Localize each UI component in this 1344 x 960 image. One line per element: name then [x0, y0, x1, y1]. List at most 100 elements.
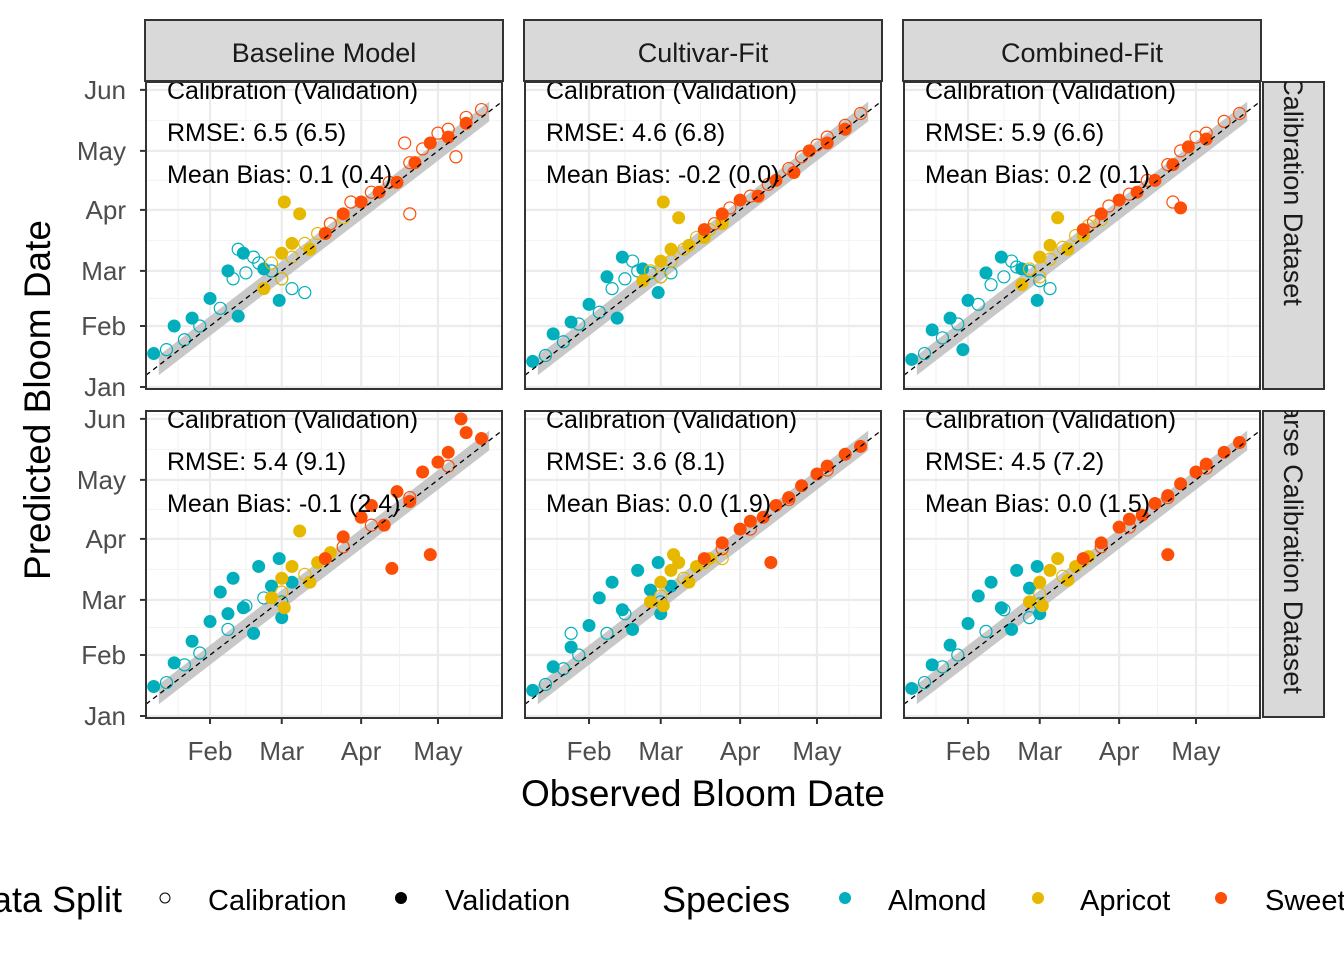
data-point-validation [275, 246, 289, 260]
data-point-validation [1217, 445, 1231, 459]
data-point-validation [293, 207, 307, 221]
panel-annotation: RMSE: 5.9 (6.6) [925, 119, 1104, 147]
y-tick-label: Jan [84, 372, 126, 402]
data-point-validation [643, 595, 657, 609]
data-point-validation [167, 656, 181, 670]
data-point-validation [600, 270, 614, 284]
legend-title-species: Species [662, 879, 790, 920]
data-point-validation [1189, 465, 1203, 479]
one-to-one-line [524, 430, 882, 705]
data-point-validation [1148, 173, 1162, 187]
data-point-validation [1030, 559, 1044, 573]
y-tick-label: Feb [81, 640, 126, 670]
data-point-calibration [1086, 215, 1101, 229]
data-point-validation [1076, 552, 1090, 566]
data-point-validation [943, 638, 957, 652]
panel-annotation: RMSE: 3.6 (8.1) [546, 448, 725, 476]
data-point-validation [564, 640, 578, 654]
data-point-validation [838, 447, 852, 461]
legend-title-data-split: Data Split [0, 879, 122, 920]
data-point-calibration [853, 106, 868, 121]
data-point-validation [372, 185, 386, 199]
panel: Calibration (Validation)RMSE: 4.5 (7.2)M… [903, 406, 1261, 719]
data-point-validation [1122, 512, 1136, 526]
data-point-calibration [1102, 199, 1116, 213]
one-to-one-line [903, 101, 1261, 376]
x-tick-label: Mar [1017, 736, 1062, 766]
data-point-validation [147, 347, 161, 361]
data-point-validation [416, 465, 430, 479]
data-point-validation [1094, 536, 1108, 550]
data-point-calibration [449, 150, 463, 164]
data-point-validation [1022, 581, 1036, 595]
panel-annotation: Mean Bias: 0.0 (1.5) [925, 490, 1150, 518]
data-point-validation [247, 626, 261, 640]
data-point-calibration [159, 675, 174, 690]
data-point-validation [1161, 548, 1175, 562]
data-point-calibration [159, 343, 174, 357]
legend-key-apricot [1032, 892, 1044, 904]
data-point-validation [1094, 207, 1108, 221]
data-point-validation [1135, 508, 1149, 522]
data-point-calibration [193, 319, 207, 333]
data-point-validation [275, 571, 289, 585]
data-point-validation [526, 683, 540, 697]
row-strip-clip: Full Calibration Dataset [1278, 82, 1308, 306]
x-tick-label: Apr [720, 736, 761, 766]
data-point-validation [979, 266, 993, 280]
data-point-calibration [935, 331, 950, 345]
data-point-validation [643, 583, 657, 597]
legend-key-almond [839, 892, 851, 904]
data-point-validation [1010, 563, 1024, 577]
data-point-validation [994, 601, 1008, 615]
data-point-validation [431, 455, 445, 469]
row-strip [1262, 81, 1325, 390]
data-point-validation [610, 311, 624, 325]
data-point-calibration [984, 278, 998, 292]
data-point-validation [615, 250, 629, 264]
data-point-calibration [474, 102, 489, 117]
data-point-validation [1022, 595, 1036, 609]
y-tick-label: Apr [86, 524, 127, 554]
data-point-validation [715, 536, 729, 550]
data-point-calibration [275, 585, 289, 599]
data-point-calibration [643, 264, 658, 278]
data-point-validation [1030, 293, 1044, 307]
data-point-calibration [564, 626, 578, 640]
panel-border [903, 81, 1261, 390]
data-point-validation [203, 615, 217, 629]
panel-annotation: RMSE: 4.5 (7.2) [925, 448, 1104, 476]
data-point-calibration [538, 348, 553, 363]
data-point-validation [1199, 457, 1213, 471]
legend-label-validation: Validation [445, 885, 570, 917]
data-point-validation [275, 611, 289, 625]
data-point-validation [1033, 575, 1047, 589]
legend-key-validation [395, 892, 407, 904]
data-point-validation [441, 445, 455, 459]
data-point-validation [667, 548, 681, 562]
data-point-calibration [997, 270, 1011, 284]
data-point-validation [615, 603, 629, 617]
one-to-one-line [524, 101, 882, 376]
panel-annotation: RMSE: 4.6 (6.8) [546, 119, 725, 147]
panel-annotation: Mean Bias: 0.2 (0.1) [925, 161, 1150, 189]
data-point-validation [1005, 622, 1019, 636]
data-point-validation [1174, 201, 1188, 215]
data-point-validation [408, 156, 422, 170]
data-point-calibration [572, 648, 586, 662]
data-point-validation [1043, 563, 1057, 577]
panel-border [145, 410, 503, 719]
legend: Data Split Calibration Validation Specie… [0, 879, 1344, 920]
data-point-calibration [917, 346, 932, 361]
data-point-validation [526, 354, 540, 368]
data-point-calibration [285, 282, 299, 296]
data-point-validation [656, 195, 670, 209]
data-point-validation [167, 319, 181, 333]
x-tick-label: May [792, 736, 841, 766]
data-point-validation [682, 575, 696, 589]
x-tick-label: Feb [567, 736, 612, 766]
column-strip [523, 19, 883, 82]
data-point-validation [423, 136, 437, 150]
y-tick-label: Jan [84, 701, 126, 731]
